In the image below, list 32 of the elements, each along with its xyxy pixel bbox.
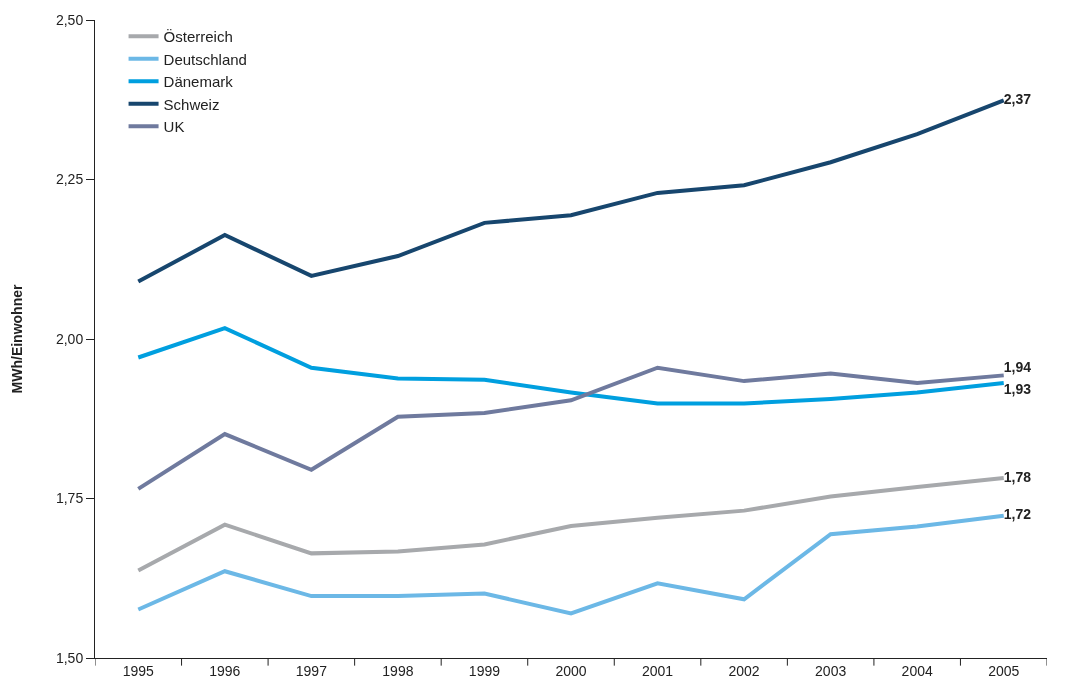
y-tick-label: 1,75 (55, 490, 84, 507)
data-label: 1,78 (1003, 468, 1032, 485)
line-series (136, 326, 1006, 406)
legend-label: UK (163, 118, 185, 136)
legend-label: Österreich (163, 28, 233, 46)
y-axis-title: MWh/Einwohner (8, 284, 25, 394)
legend-label: Deutschland (163, 50, 247, 68)
line-series (136, 476, 1006, 573)
y-tick-label: 2,25 (55, 171, 84, 188)
x-tick-label: 2005 (988, 662, 1020, 679)
x-tick-label: 2003 (815, 662, 847, 679)
x-tick-label: 1998 (382, 662, 414, 679)
legend-label: Schweiz (163, 95, 220, 113)
x-tick-label: 2001 (641, 662, 674, 679)
x-tick-label: 2000 (555, 662, 587, 679)
y-tick-label: 2,00 (55, 330, 84, 347)
legend-label: Dänemark (163, 73, 234, 91)
x-tick-label: 1999 (468, 662, 501, 679)
data-label: 1,94 (1003, 358, 1032, 375)
line-series (136, 513, 1006, 616)
x-tick-label: 2002 (728, 662, 760, 679)
line-series (136, 365, 1006, 491)
data-label: 1,93 (1003, 380, 1032, 397)
data-label: 1,72 (1003, 506, 1032, 523)
data-label: 2,37 (1003, 90, 1032, 107)
y-tick-label: 1,50 (55, 649, 84, 666)
x-tick-label: 1995 (122, 662, 155, 679)
y-tick-label: 2,50 (55, 11, 84, 28)
x-tick-label: 1996 (209, 662, 241, 679)
x-tick-label: 2004 (901, 662, 933, 679)
line-series (136, 98, 1006, 284)
x-tick-label: 1997 (295, 662, 328, 679)
